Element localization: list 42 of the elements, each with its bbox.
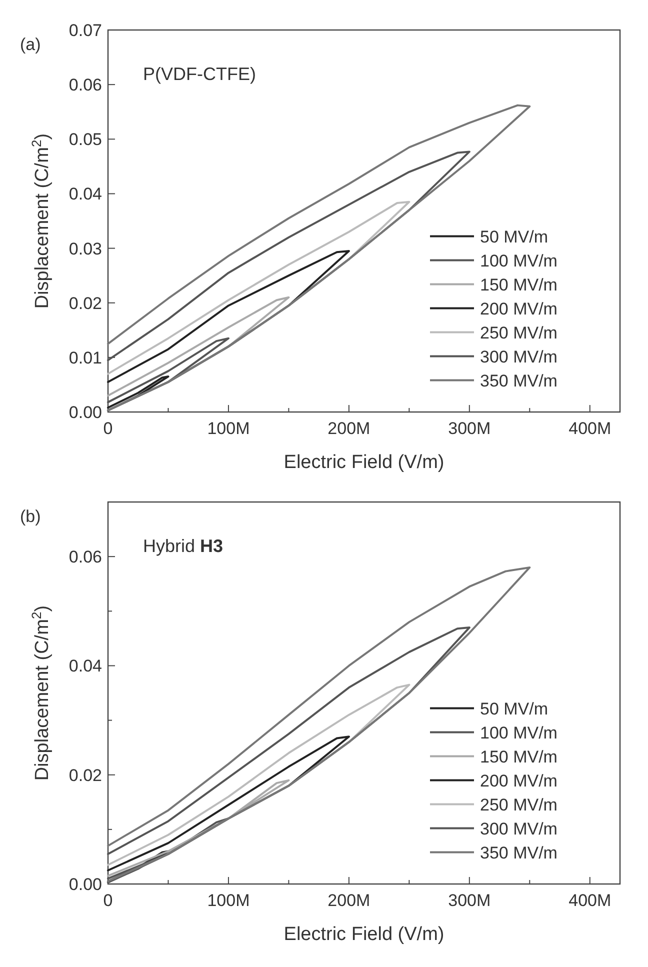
y-tick-label: 0.02 (68, 294, 102, 313)
annotation: P(VDF-CTFE) (143, 64, 256, 84)
legend-label: 150 MV/m (480, 275, 558, 294)
y-tick-label: 0.03 (68, 239, 102, 258)
legend-label: 200 MV/m (480, 299, 558, 318)
y-tick-label: 0.00 (68, 875, 102, 894)
x-tick-label: 400M (568, 419, 612, 438)
y-tick-label: 0.06 (68, 76, 102, 95)
legend-label: 150 MV/m (480, 747, 558, 766)
x-tick-label: 400M (568, 891, 612, 910)
x-tick-label: 100M (207, 419, 250, 438)
y-tick-label: 0.07 (68, 21, 102, 40)
y-tick-label: 0.02 (68, 766, 102, 785)
x-tick-label: 0 (103, 419, 113, 438)
y-tick-label: 0.05 (68, 130, 102, 150)
x-tick-label: 0 (103, 891, 113, 910)
x-axis-title: Electric Field (V/m) (284, 452, 444, 473)
x-tick-label: 200M (328, 419, 370, 438)
legend-label: 350 MV/m (480, 371, 558, 390)
x-axis-title: Electric Field (V/m) (284, 924, 444, 945)
y-tick-label: 0.04 (68, 656, 102, 676)
legend-label: 300 MV/m (480, 819, 558, 838)
legend-label: 50 MV/m (480, 227, 548, 246)
y-tick-label: 0.06 (68, 548, 102, 567)
legend-label: 250 MV/m (480, 323, 558, 342)
legend-label: 200 MV/m (480, 771, 558, 790)
x-tick-label: 100M (207, 891, 250, 910)
y-tick-label: 0.00 (68, 403, 102, 422)
legend-label: 350 MV/m (480, 843, 558, 862)
x-tick-label: 300M (448, 891, 491, 910)
legend-label: 250 MV/m (480, 795, 558, 814)
y-tick-label: 0.04 (68, 184, 102, 204)
legend-label: 100 MV/m (480, 723, 558, 742)
annotation: Hybrid H3 (143, 536, 224, 556)
legend-label: 300 MV/m (480, 347, 558, 366)
text: (a) (20, 35, 41, 54)
y-tick-label: 0.01 (68, 348, 102, 368)
legend-label: 50 MV/m (480, 699, 548, 718)
x-tick-label: 300M (448, 419, 491, 438)
x-tick-label: 200M (328, 891, 370, 910)
legend-label: 100 MV/m (480, 251, 558, 270)
text: (b) (20, 507, 41, 526)
